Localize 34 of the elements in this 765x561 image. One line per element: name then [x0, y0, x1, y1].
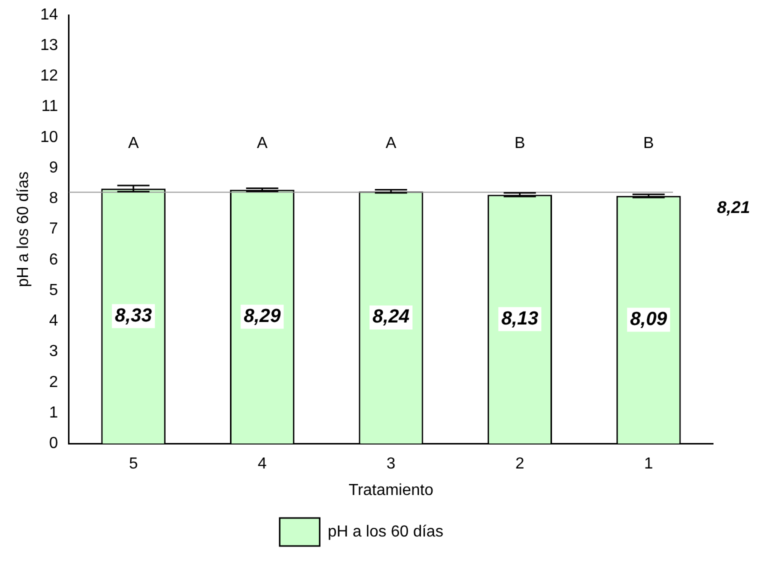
x-tick-label: 4	[258, 456, 267, 473]
y-tick-label: 11	[41, 98, 58, 116]
y-tick-label: 0	[49, 435, 58, 452]
y-tick-label: 6	[49, 251, 58, 268]
y-tick-label: 9	[49, 159, 58, 176]
y-tick-label: 5	[49, 282, 58, 299]
x-tick-label: 2	[515, 456, 524, 473]
y-tick-label: 8	[49, 190, 58, 208]
annotation: B	[514, 134, 526, 152]
y-tick-label: 4	[49, 312, 58, 330]
y-tick-label: 2	[49, 374, 58, 391]
data-label: 8,24	[372, 306, 410, 328]
data-label: 8,09	[630, 309, 668, 330]
x-tick-label: 5	[128, 456, 138, 473]
y-tick-label: 1	[49, 404, 58, 422]
data-label: 8,29	[244, 306, 282, 327]
annotation: A	[386, 134, 397, 152]
x-axis-title: Tratamiento	[348, 482, 434, 499]
annotation: A	[256, 134, 268, 152]
x-tick-label: 1	[644, 456, 654, 473]
data-label: 8,13	[501, 308, 539, 330]
y-tick-label: 14	[40, 6, 58, 24]
y-tick-label: 10	[40, 128, 58, 146]
annotation: B	[643, 134, 654, 152]
data-label: 8,33	[114, 305, 152, 326]
annotation: A	[128, 134, 140, 152]
y-tick-label: 3	[49, 343, 58, 360]
y-axis-title: pH a los 60 días	[15, 171, 32, 288]
y-tick-label: 7	[49, 220, 58, 238]
x-tick-label: 3	[386, 456, 396, 473]
y-tick-label: 12	[40, 68, 58, 85]
legend-label: pH a los 60 días	[328, 523, 444, 540]
ref-line-label: 8,21	[717, 198, 750, 217]
y-tick-label: 13	[40, 37, 58, 54]
